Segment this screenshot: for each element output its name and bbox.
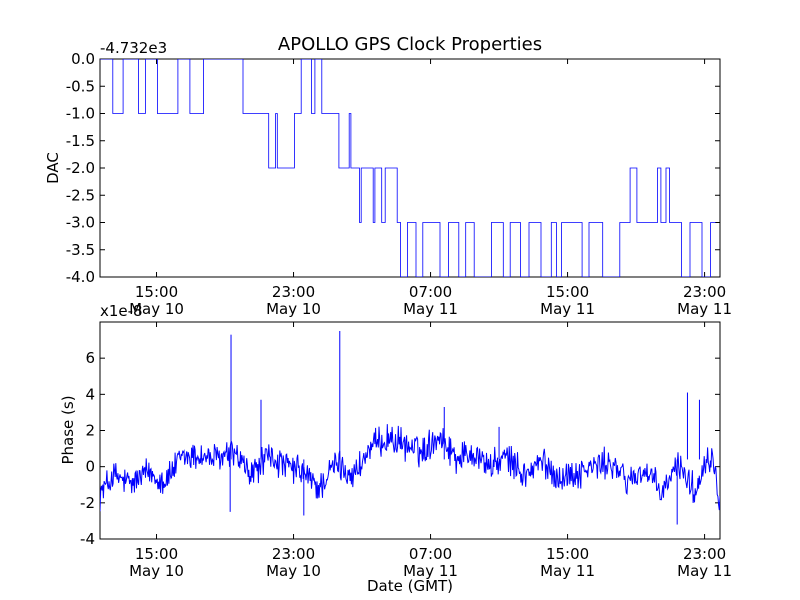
xtick-label-time: 15:00	[135, 283, 178, 301]
phase-series-line	[100, 424, 720, 512]
xtick-label-time: 07:00	[409, 545, 452, 563]
ytick-label: -0.5	[66, 77, 95, 95]
ytick-label: -1.0	[66, 105, 95, 123]
dac-series-line	[100, 59, 716, 277]
dac-panel: -4.732e3 DAC 0.0 -0.5 -1.0 -1.5 -2.0 -2.5 -3.0…	[44, 39, 732, 318]
phase-offset-text: x1e-8	[100, 302, 143, 320]
xtick-label-date: May 10	[129, 300, 184, 318]
xtick-label-date: May 11	[540, 562, 595, 580]
xtick-label-date: May 11	[677, 300, 732, 318]
ytick-label: -2.5	[66, 186, 95, 204]
chart-xlabel: Date (GMT)	[367, 577, 453, 595]
ytick-label: -1.5	[66, 132, 95, 150]
xtick-label-date: May 11	[677, 562, 732, 580]
phase-series	[100, 331, 720, 525]
ytick-label: 6	[85, 349, 95, 367]
ytick-label: 0.0	[71, 50, 95, 68]
dac-yticks: 0.0 -0.5 -1.0 -1.5 -2.0 -2.5 -3.0 -3.5 -4.0	[66, 50, 720, 286]
ytick-label: 4	[85, 385, 95, 403]
ytick-label: -2	[80, 494, 95, 512]
ytick-label: 0	[85, 458, 95, 476]
ytick-label: -3.5	[66, 241, 95, 259]
xtick-label-date: May 10	[266, 562, 321, 580]
xtick-label-time: 15:00	[546, 545, 589, 563]
xtick-label-time: 07:00	[409, 283, 452, 301]
xtick-label-date: May 11	[403, 300, 458, 318]
xtick-label-time: 23:00	[272, 545, 315, 563]
dac-series	[100, 59, 716, 277]
ytick-label: -3.0	[66, 214, 95, 232]
xtick-label-date: May 10	[266, 300, 321, 318]
phase-yticks: 6 4 2 0 -2 -4	[80, 349, 720, 548]
xtick-label-date: May 10	[129, 562, 184, 580]
ytick-label: -4.0	[66, 268, 95, 286]
xtick-label-date: May 11	[403, 562, 458, 580]
xtick-label-time: 23:00	[683, 545, 726, 563]
ytick-label: -4	[80, 530, 95, 548]
dac-ylabel: DAC	[44, 152, 62, 184]
ytick-label: 2	[85, 422, 95, 440]
chart-title: APOLLO GPS Clock Properties	[278, 34, 542, 55]
xtick-label-time: 15:00	[135, 545, 178, 563]
ytick-label: -2.0	[66, 159, 95, 177]
phase-ylabel: Phase (s)	[59, 395, 77, 464]
xtick-label-date: May 11	[540, 300, 595, 318]
xtick-label-time: 15:00	[546, 283, 589, 301]
dac-offset-text: -4.732e3	[100, 39, 167, 57]
xtick-label-time: 23:00	[272, 283, 315, 301]
xtick-label-time: 23:00	[683, 283, 726, 301]
